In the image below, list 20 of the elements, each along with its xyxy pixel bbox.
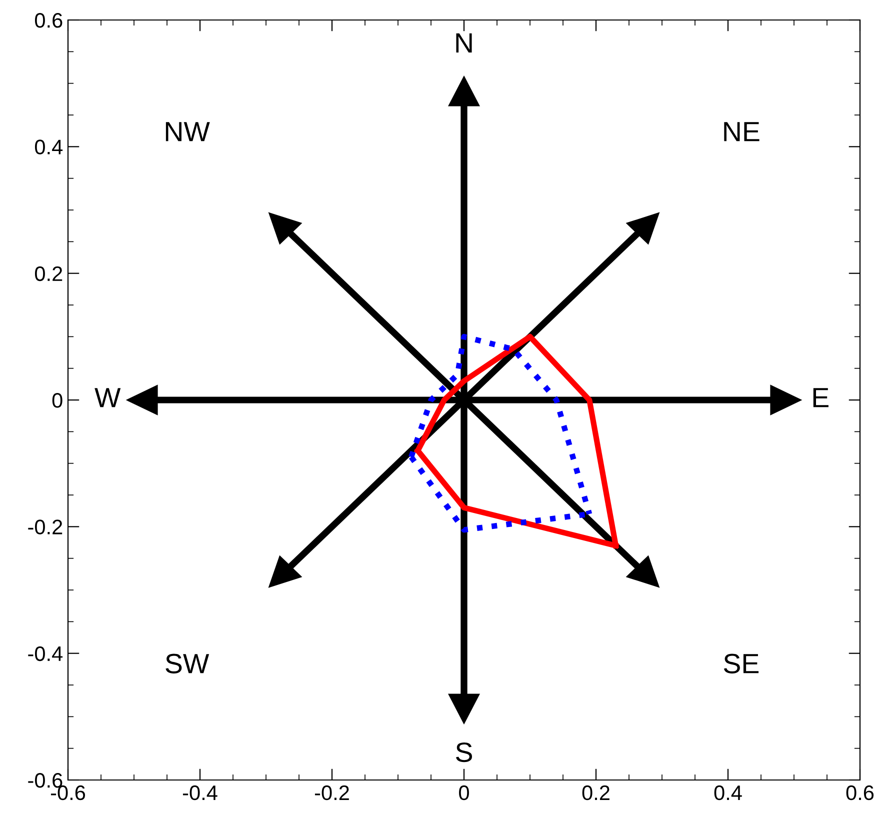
annotation: W bbox=[94, 388, 121, 408]
y-tick-label: -0.2 bbox=[28, 520, 62, 534]
y-tick-label: 0 bbox=[52, 393, 62, 408]
annotation: NW bbox=[166, 122, 210, 142]
x-tick-label: 0.2 bbox=[582, 785, 610, 800]
annotation: SW bbox=[166, 654, 210, 674]
y-tick-label: -0.4 bbox=[28, 646, 63, 662]
annotation: NE bbox=[724, 122, 760, 142]
annotation: SE bbox=[724, 654, 759, 674]
x-tick-label: 0 bbox=[459, 785, 469, 800]
y-tick-label: 0.6 bbox=[34, 13, 62, 28]
annotation: N bbox=[456, 33, 472, 53]
annotation: E bbox=[813, 388, 828, 408]
x-tick-label: -0.2 bbox=[314, 785, 349, 800]
y-tick-label: 0.4 bbox=[34, 140, 63, 154]
x-tick-label: -0.4 bbox=[182, 785, 218, 800]
x-tick-label: 0.4 bbox=[714, 785, 742, 800]
annotation: S bbox=[456, 742, 472, 762]
y-tick-label: 0.2 bbox=[34, 266, 62, 282]
x-tick-label: 0.6 bbox=[846, 785, 874, 800]
